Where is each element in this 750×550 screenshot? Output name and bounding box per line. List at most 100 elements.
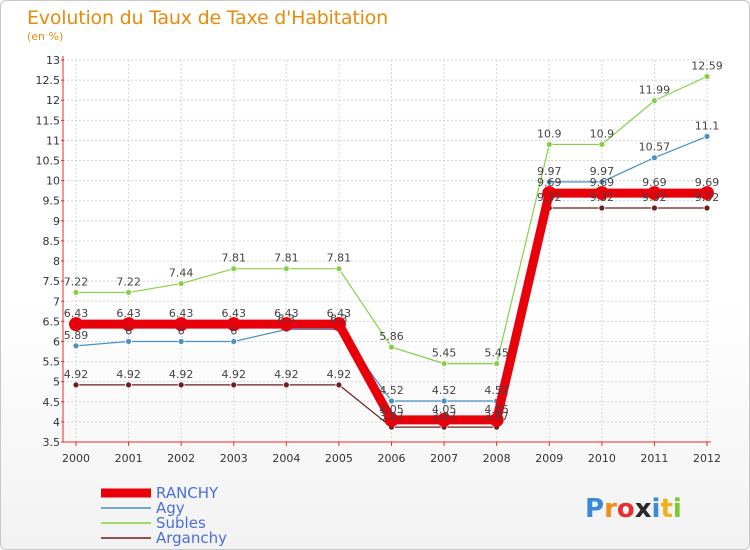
x-tick-label: 2006 — [378, 452, 406, 465]
data-label-arganchy: 9.32 — [695, 191, 720, 204]
data-label-subles: 7.81 — [327, 252, 352, 265]
data-point-arganchy — [177, 381, 185, 389]
y-tick-label: 5 — [53, 376, 60, 389]
data-point-arganchy — [72, 381, 80, 389]
data-label-agy: 4.52 — [379, 384, 404, 397]
data-label-arganchy: 4.92 — [116, 368, 141, 381]
data-point-subles — [230, 265, 238, 273]
data-point-agy — [388, 397, 395, 405]
x-tick-label: 2007 — [430, 452, 458, 465]
y-tick-label: 8 — [53, 255, 60, 268]
data-label-subles: 5.45 — [432, 347, 457, 360]
data-label-agy: 4.52 — [432, 384, 457, 397]
data-label-agy: 6 — [230, 324, 237, 337]
y-tick-label: 8.5 — [43, 235, 61, 248]
y-tick-label: 4.5 — [43, 396, 61, 409]
data-point-ranchy — [226, 317, 241, 332]
logo-letter: i — [673, 494, 682, 524]
logo-letter: x — [635, 494, 652, 524]
data-label-arganchy: 4.92 — [222, 368, 247, 381]
data-label-ranchy: 6.43 — [64, 307, 89, 320]
data-point-ranchy — [437, 412, 452, 427]
y-tick-label: 7 — [53, 295, 60, 308]
data-point-subles — [177, 280, 185, 287]
data-point-subles — [388, 343, 395, 351]
data-label-subles: 7.44 — [169, 267, 194, 280]
data-label-ranchy: 9.69 — [695, 176, 720, 189]
x-tick-label: 2001 — [115, 452, 143, 465]
data-label-agy: 9.97 — [537, 165, 562, 178]
data-point-subles — [440, 360, 448, 367]
data-point-arganchy — [651, 204, 658, 212]
y-tick-label: 5.5 — [43, 356, 61, 369]
data-label-agy: 5.89 — [64, 329, 89, 342]
legend-label-agy: Agy — [156, 499, 185, 517]
data-point-ranchy — [174, 317, 189, 332]
data-label-arganchy: 4.92 — [64, 368, 89, 381]
data-point-agy — [177, 338, 185, 345]
y-tick-label: 9 — [53, 215, 60, 228]
data-label-subles: 10.9 — [590, 127, 615, 140]
y-tick-label: 13 — [46, 54, 60, 67]
x-tick-label: 2008 — [483, 452, 511, 465]
x-tick-label: 2011 — [640, 452, 668, 465]
data-point-agy — [440, 397, 448, 405]
logo-letter: P — [585, 494, 604, 524]
y-tick-label: 6 — [53, 335, 60, 348]
data-point-ranchy — [489, 412, 504, 427]
proxiti-logo: Proxiti — [585, 494, 682, 524]
data-label-arganchy: 3.87 — [432, 410, 457, 423]
y-tick-label: 6.5 — [43, 315, 61, 328]
data-label-subles: 12.59 — [691, 59, 723, 72]
y-tick-label: 4 — [53, 416, 60, 429]
x-tick-label: 2005 — [325, 452, 353, 465]
data-point-ranchy — [594, 186, 609, 201]
data-label-ranchy: 9.69 — [537, 176, 562, 189]
data-label-agy: 6.3 — [278, 312, 296, 325]
data-label-ranchy: 6.43 — [169, 307, 194, 320]
data-label-agy: 6 — [178, 324, 185, 337]
data-point-ranchy — [121, 317, 136, 332]
data-point-agy — [598, 178, 606, 186]
data-point-arganchy — [282, 381, 290, 389]
x-tick-label: 2009 — [535, 452, 563, 465]
data-label-ranchy: 6.43 — [116, 307, 141, 320]
logo-letter: t — [660, 494, 672, 524]
data-point-ranchy — [69, 317, 83, 332]
data-label-ranchy: 6.43 — [274, 307, 299, 320]
data-point-subles — [72, 289, 80, 296]
data-label-subles: 7.81 — [222, 252, 247, 265]
y-tick-label: 12 — [46, 94, 60, 107]
legend-label-arganchy: Arganchy — [156, 529, 227, 547]
data-label-agy: 6.3 — [330, 312, 348, 325]
x-tick-label: 2010 — [588, 452, 616, 465]
data-label-ranchy: 9.69 — [590, 176, 615, 189]
data-label-arganchy: 9.32 — [590, 191, 615, 204]
data-point-ranchy — [647, 186, 662, 201]
data-label-arganchy: 9.32 — [537, 191, 562, 204]
data-label-ranchy: 9.69 — [642, 176, 667, 189]
data-point-subles — [335, 265, 343, 273]
y-tick-label: 3.5 — [43, 436, 61, 449]
y-tick-label: 10 — [46, 175, 60, 188]
data-point-arganchy — [598, 204, 606, 212]
data-point-subles — [651, 97, 658, 105]
data-label-agy: 11.1 — [695, 119, 720, 132]
legend-label-subles: Subles — [156, 514, 206, 532]
data-point-ranchy — [331, 317, 346, 332]
data-point-subles — [703, 73, 711, 80]
x-tick-label: 2012 — [693, 452, 721, 465]
chart-title: Evolution du Taux de Taxe d'Habitation — [27, 7, 388, 29]
data-label-subles: 5.86 — [379, 330, 404, 343]
data-label-subles: 7.81 — [274, 252, 299, 265]
data-point-ranchy — [279, 317, 294, 332]
data-point-subles — [282, 265, 290, 273]
x-tick-label: 2003 — [220, 452, 248, 465]
data-point-subles — [598, 141, 606, 148]
data-label-arganchy: 9.32 — [642, 191, 667, 204]
data-point-arganchy — [125, 381, 132, 389]
data-point-agy — [230, 338, 238, 345]
data-label-ranchy: 4.05 — [432, 403, 457, 416]
data-label-subles: 11.99 — [639, 84, 671, 97]
x-tick-label: 2002 — [167, 452, 195, 465]
